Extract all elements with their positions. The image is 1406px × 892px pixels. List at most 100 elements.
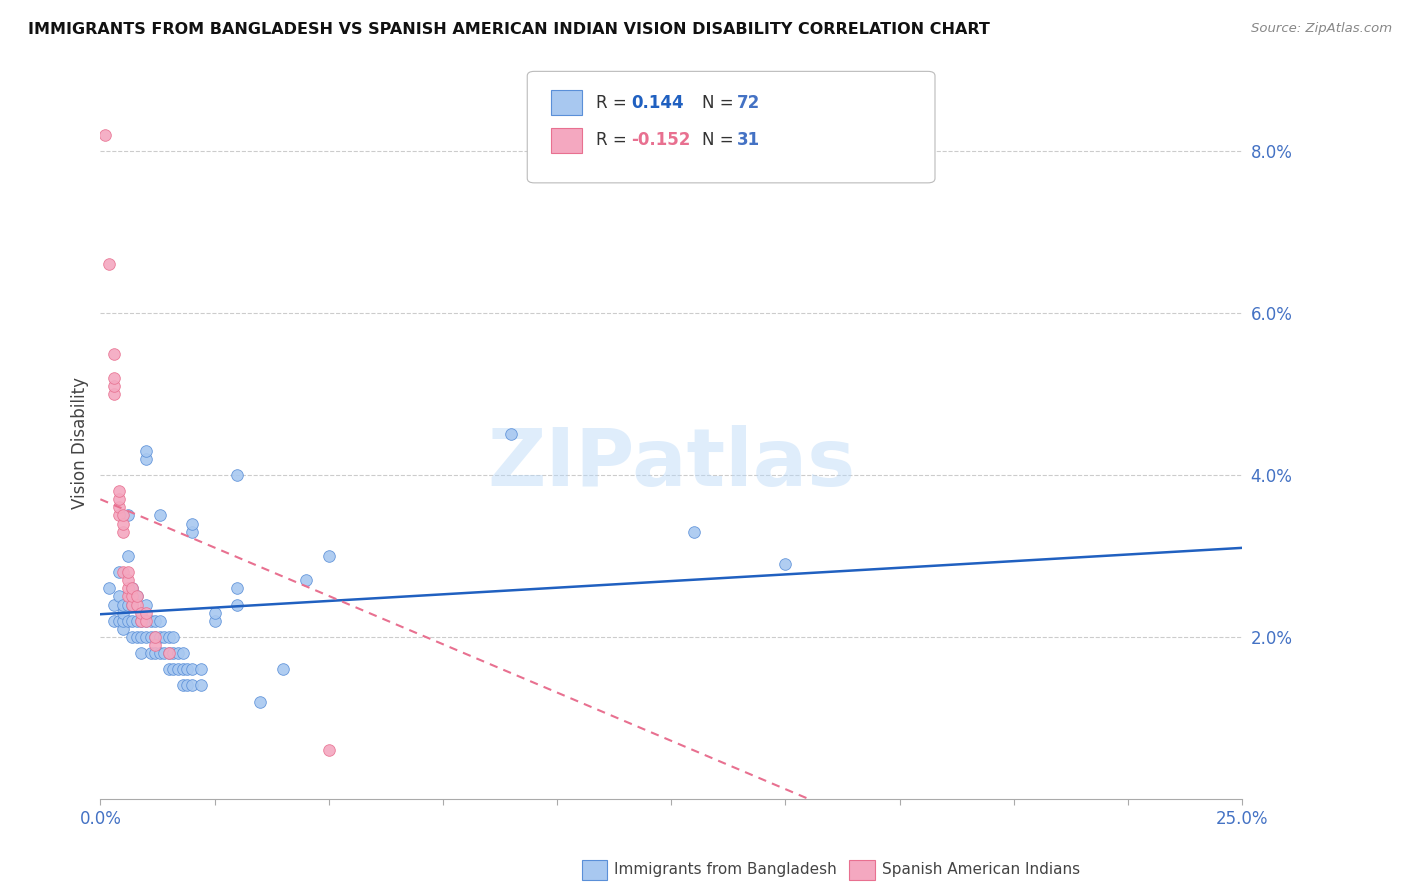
Point (176, 662, 198, 676)
Text: IMMIGRANTS FROM BANGLADESH VS SPANISH AMERICAN INDIAN VISION DISABILITY CORRELAT: IMMIGRANTS FROM BANGLADESH VS SPANISH AM… (28, 22, 990, 37)
Point (125, 590, 148, 604)
Point (103, 598, 125, 612)
Point (157, 662, 180, 676)
Point (112, 524, 135, 539)
Text: -0.152: -0.152 (631, 131, 690, 149)
Point (176, 678, 198, 692)
Point (149, 646, 172, 660)
Point (112, 598, 135, 612)
Point (103, 614, 125, 628)
Point (226, 598, 249, 612)
Point (501, 427, 523, 442)
Point (204, 614, 226, 628)
Point (121, 582, 143, 596)
Point (103, 379, 125, 393)
Point (121, 630, 143, 644)
Point (131, 614, 153, 628)
Point (271, 662, 294, 676)
Point (121, 590, 143, 604)
Point (135, 606, 157, 620)
Point (157, 646, 180, 660)
Point (107, 508, 129, 523)
Point (157, 646, 180, 660)
Point (112, 565, 135, 579)
Point (131, 606, 153, 620)
Text: N =: N = (702, 94, 738, 112)
Text: 31: 31 (737, 131, 759, 149)
Text: 72: 72 (737, 94, 761, 112)
Point (172, 662, 194, 676)
Point (121, 598, 143, 612)
Point (157, 630, 180, 644)
Point (153, 630, 176, 644)
Point (153, 646, 176, 660)
Y-axis label: Vision Disability: Vision Disability (72, 376, 89, 508)
Point (135, 451, 157, 466)
Point (125, 614, 148, 628)
Point (117, 573, 139, 587)
Point (149, 614, 172, 628)
Point (117, 582, 139, 596)
Point (149, 508, 172, 523)
Point (162, 630, 184, 644)
Point (98, 257, 121, 271)
Point (139, 630, 162, 644)
Point (180, 662, 202, 676)
Text: R =: R = (596, 131, 633, 149)
Point (226, 467, 249, 482)
Point (190, 662, 212, 676)
Point (107, 565, 129, 579)
Point (143, 630, 166, 644)
Point (117, 590, 139, 604)
Text: ZIPatlas: ZIPatlas (486, 425, 855, 503)
Point (131, 646, 153, 660)
Point (121, 598, 143, 612)
Point (190, 678, 212, 692)
Point (117, 549, 139, 563)
Point (112, 614, 135, 628)
Text: N =: N = (702, 131, 738, 149)
Point (107, 614, 129, 628)
Point (94, 128, 117, 142)
Point (249, 695, 271, 709)
Point (112, 606, 135, 620)
Point (125, 590, 148, 604)
Point (112, 516, 135, 531)
Point (135, 598, 157, 612)
Point (226, 582, 249, 596)
Point (172, 646, 194, 660)
Point (143, 630, 166, 644)
Point (117, 508, 139, 523)
Point (117, 565, 139, 579)
Point (98, 582, 121, 596)
Point (143, 614, 166, 628)
Point (139, 614, 162, 628)
Point (117, 614, 139, 628)
Point (121, 582, 143, 596)
Point (117, 598, 139, 612)
Point (683, 524, 706, 539)
Point (107, 484, 129, 499)
Text: Immigrants from Bangladesh: Immigrants from Bangladesh (614, 863, 837, 877)
Point (135, 614, 157, 628)
Text: R =: R = (596, 94, 633, 112)
Point (180, 516, 202, 531)
Point (295, 573, 318, 587)
Text: Source: ZipAtlas.com: Source: ZipAtlas.com (1251, 22, 1392, 36)
Point (107, 500, 129, 515)
Text: Spanish American Indians: Spanish American Indians (882, 863, 1080, 877)
Point (121, 614, 143, 628)
Point (131, 614, 153, 628)
Point (149, 630, 172, 644)
Point (131, 630, 153, 644)
Point (775, 557, 797, 571)
Point (318, 743, 340, 757)
Point (139, 646, 162, 660)
Point (107, 492, 129, 507)
Point (143, 646, 166, 660)
Point (204, 606, 226, 620)
Point (162, 646, 184, 660)
Point (318, 549, 340, 563)
Point (180, 678, 202, 692)
Point (143, 638, 166, 652)
